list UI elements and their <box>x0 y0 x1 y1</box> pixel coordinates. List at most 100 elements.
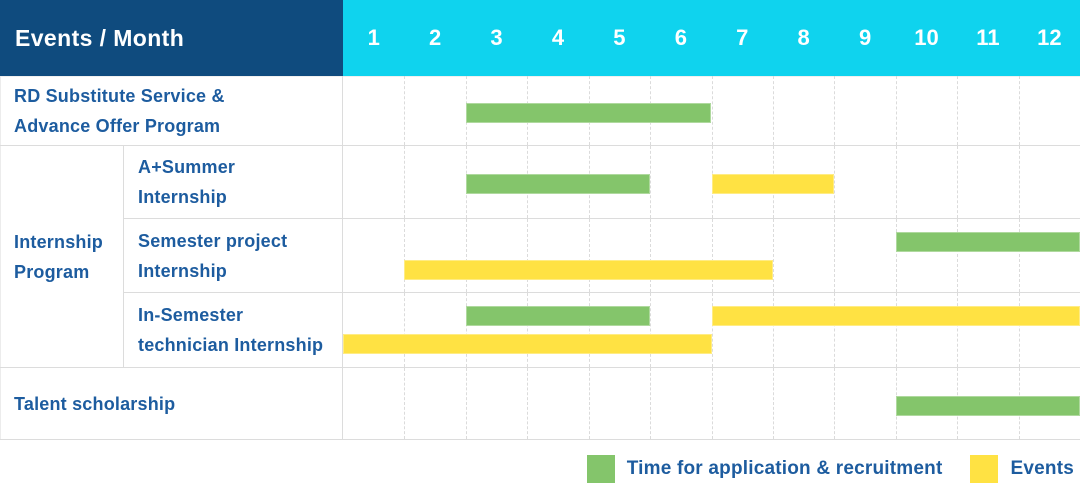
month-gridline <box>650 219 652 292</box>
month-label-3: 3 <box>490 25 503 50</box>
month-gridline <box>588 293 590 367</box>
month-gridline <box>588 219 590 292</box>
month-gridline <box>834 368 836 439</box>
month-gridline <box>1018 219 1020 292</box>
month-gridline <box>895 219 897 292</box>
month-gridline <box>895 146 897 218</box>
month-gridline <box>711 76 713 145</box>
month-gridline <box>895 293 897 367</box>
month-gridline <box>1018 146 1020 218</box>
month-gridline <box>711 219 713 292</box>
legend-item-recruitment: Time for application & recruitment <box>586 455 943 483</box>
month-gridline <box>957 76 959 145</box>
chart-cell-semester-project <box>343 219 1080 292</box>
gantt-body: RD Substitute Service & Advance Offer Pro… <box>0 76 1080 440</box>
month-gridline <box>404 293 406 367</box>
month-gridline <box>404 368 406 439</box>
row-label-semester-project: Semester project Internship <box>124 219 343 292</box>
month-gridline <box>650 368 652 439</box>
month-gridline <box>650 146 652 218</box>
bar-recruitment-semester-project <box>895 232 1080 252</box>
month-gridline <box>957 219 959 292</box>
month-label-8: 8 <box>797 25 810 50</box>
month-gridline <box>772 219 774 292</box>
group-member-rows: A+Summer Internship Semester project Intern… <box>124 146 1080 368</box>
month-gridline <box>1018 76 1020 145</box>
row-label-in-semester-technician: In-Semester technician Internship <box>124 293 343 367</box>
month-gridline <box>957 293 959 367</box>
label-line: Internship <box>138 260 228 281</box>
row-label-rd-substitute: RD Substitute Service & Advance Offer Pro… <box>0 76 343 145</box>
chart-cell-in-semester-technician <box>343 293 1080 367</box>
month-gridline <box>465 368 467 439</box>
month-gridline <box>834 293 836 367</box>
month-gridline <box>834 146 836 218</box>
label-line: Internship <box>14 231 104 252</box>
month-gridline <box>527 293 529 367</box>
row-talent-scholarship: Talent scholarship <box>0 368 1080 440</box>
month-gridline <box>465 219 467 292</box>
month-gridline <box>650 293 652 367</box>
month-label-1: 1 <box>367 25 380 50</box>
group-label-internship-program: Internship Program <box>0 146 124 368</box>
legend: Time for application & recruitment Events <box>0 440 1080 494</box>
month-label-11: 11 <box>976 25 1000 50</box>
legend-swatch-recruitment <box>586 455 615 483</box>
label-line: In-Semester <box>138 305 244 325</box>
table-header: Events / Month 1 2 3 4 5 6 7 8 9 10 11 12 <box>0 0 1080 76</box>
label-line: A+Summer <box>138 157 236 177</box>
label-line: Internship <box>138 187 228 207</box>
month-label-12: 12 <box>1037 25 1062 50</box>
month-gridline <box>1018 293 1020 367</box>
chart-cell-talent-scholarship <box>343 368 1080 439</box>
row-label-a-plus-summer: A+Summer Internship <box>124 146 343 218</box>
bar-events-a-plus-summer <box>711 174 835 194</box>
month-label-4: 4 <box>551 25 565 50</box>
month-gridline <box>772 76 774 145</box>
bar-recruitment-in-semester-technician <box>465 306 651 326</box>
legend-item-events: Events <box>970 455 1074 483</box>
internship-program-group: Internship Program A+Summer Internship Semes… <box>0 146 1080 368</box>
month-gridline <box>834 219 836 292</box>
month-gridline <box>404 146 406 218</box>
month-label-2: 2 <box>429 25 442 50</box>
row-in-semester-technician: In-Semester technician Internship <box>124 293 1080 368</box>
bar-recruitment-rd-substitute <box>465 102 712 123</box>
row-rd-substitute: RD Substitute Service & Advance Offer Pro… <box>0 76 1080 146</box>
chart-cell-rd-substitute <box>343 76 1080 145</box>
month-gridline <box>527 368 529 439</box>
bar-recruitment-talent-scholarship <box>895 395 1080 416</box>
month-gridline <box>711 293 713 367</box>
month-label-9: 9 <box>858 25 872 50</box>
bar-events-in-semester-technician <box>343 334 712 354</box>
month-label-7: 7 <box>736 25 749 50</box>
month-label-5: 5 <box>613 25 626 50</box>
row-label-talent-scholarship: Talent scholarship <box>0 368 343 439</box>
month-gridline <box>834 76 836 145</box>
month-gridline <box>895 76 897 145</box>
label-line: RD Substitute Service & <box>14 85 225 106</box>
legend-label-recruitment: Time for application & recruitment <box>626 458 943 479</box>
month-gridline <box>588 368 590 439</box>
label-line: Talent scholarship <box>14 393 176 414</box>
legend-swatch-events <box>970 455 999 483</box>
events-month-title: Events / Month <box>0 0 343 76</box>
month-label-6: 6 <box>674 25 687 50</box>
bar-events-in-semester-technician <box>711 306 1080 326</box>
row-semester-project: Semester project Internship <box>124 219 1080 293</box>
month-gridline <box>772 293 774 367</box>
label-line: Program <box>14 261 90 282</box>
month-gridline <box>527 219 529 292</box>
label-line: technician Internship <box>138 335 324 355</box>
label-line: Advance Offer Program <box>14 115 221 136</box>
month-gridline <box>404 219 406 292</box>
legend-label-events: Events <box>1010 458 1074 479</box>
month-gridline <box>404 76 406 145</box>
month-gridline <box>711 368 713 439</box>
row-a-plus-summer: A+Summer Internship <box>124 146 1080 219</box>
bar-events-semester-project <box>404 260 773 280</box>
month-label-10: 10 <box>914 25 939 50</box>
month-gridline <box>465 293 467 367</box>
month-header: 1 2 3 4 5 6 7 8 9 10 11 12 <box>343 0 1080 76</box>
